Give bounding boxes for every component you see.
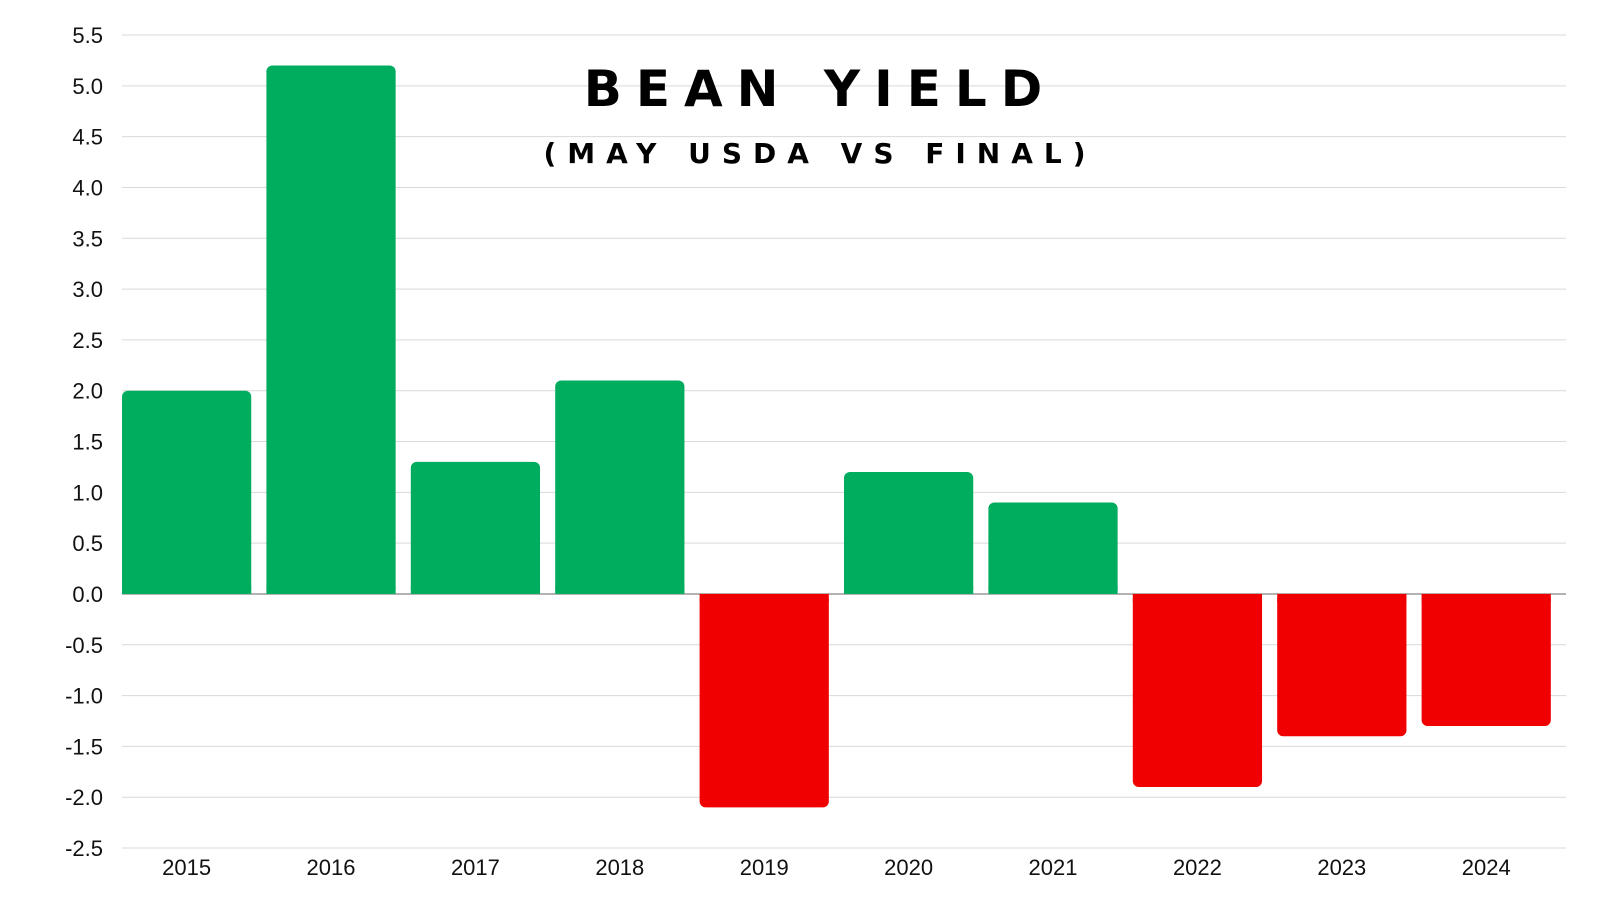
- bar-2019: [699, 593, 829, 808]
- y-tick-label: 3.5: [72, 226, 103, 251]
- x-tick-label: 2019: [740, 855, 789, 880]
- bar-base-2015: [122, 585, 252, 594]
- bar-base-2020: [844, 585, 974, 594]
- y-tick-label: 1.0: [72, 480, 103, 505]
- x-tick-label: 2018: [595, 855, 644, 880]
- bar-2016: [266, 65, 396, 594]
- bar-base-2017: [410, 585, 541, 594]
- bar-2018: [555, 380, 685, 594]
- y-tick-label: 4.0: [72, 175, 103, 200]
- chart-subtitle: (MAY USDA VS FINAL): [543, 137, 1096, 170]
- x-tick-label: 2021: [1029, 855, 1078, 880]
- bar-2020: [844, 471, 974, 594]
- bar-base-2022: [1132, 593, 1263, 602]
- bar-base-2023: [1277, 593, 1407, 602]
- y-tick-label: 2.0: [72, 379, 103, 404]
- chart-title: BEAN YIELD: [584, 60, 1057, 118]
- bar-2024: [1421, 593, 1551, 727]
- y-tick-label: -1.5: [65, 734, 103, 759]
- y-tick-label: 0.0: [72, 582, 103, 607]
- bar-base-2018: [555, 585, 685, 594]
- y-tick-label: 0.5: [72, 531, 103, 556]
- x-tick-label: 2024: [1462, 855, 1511, 880]
- y-tick-label: 5.0: [72, 74, 103, 99]
- y-tick-label: -0.5: [65, 633, 103, 658]
- x-tick-label: 2020: [884, 855, 933, 880]
- bar-base-2021: [988, 585, 1118, 594]
- y-tick-label: 1.5: [72, 430, 103, 455]
- x-tick-label: 2022: [1173, 855, 1222, 880]
- y-tick-label: 5.5: [72, 23, 103, 48]
- y-tick-label: 3.0: [72, 277, 103, 302]
- bar-2023: [1277, 593, 1407, 737]
- y-axis-ticks: 5.5 5.0 4.5 4.0 3.5 3.0 2.5 2.0 1.5 1.0 0.5 0.0 -0.5…: [65, 23, 103, 861]
- x-tick-label: 2016: [307, 855, 356, 880]
- x-tick-label: 2023: [1317, 855, 1366, 880]
- bar-2017: [410, 461, 541, 594]
- y-tick-label: 4.5: [72, 125, 103, 150]
- y-tick-label: 2.5: [72, 328, 103, 353]
- x-tick-label: 2017: [451, 855, 500, 880]
- bar-base-2019: [699, 593, 829, 602]
- y-tick-label: -1.0: [65, 684, 103, 709]
- bar-2022: [1132, 593, 1263, 788]
- x-axis-ticks: 2015 2016 2017 2018 2019 2020 2021 2022 2023 2024: [162, 855, 1511, 880]
- bar-base-2024: [1421, 593, 1551, 602]
- bars: [122, 65, 1551, 808]
- bar-2021: [988, 502, 1118, 594]
- y-tick-label: -2.0: [65, 785, 103, 810]
- y-tick-label: -2.5: [65, 836, 103, 861]
- bar-2015: [122, 390, 252, 594]
- bar-base-2016: [266, 585, 396, 594]
- x-tick-label: 2015: [162, 855, 211, 880]
